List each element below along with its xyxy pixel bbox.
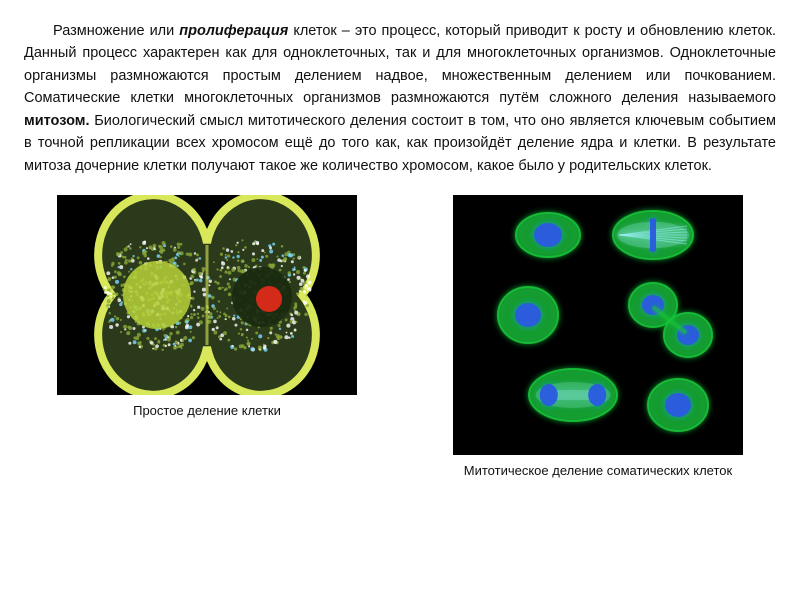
para-body2: Биологический смысл митотического делени… <box>24 113 776 174</box>
mitosis-image <box>453 195 743 455</box>
caption-right: Митотическое деление соматических клеток <box>464 463 732 478</box>
caption-left: Простое деление клетки <box>133 403 281 418</box>
main-paragraph: Размножение или пролиферация клеток – эт… <box>24 20 776 177</box>
figures-row: Простое деление клетки Митотическое деле… <box>24 195 776 478</box>
simple-division-image <box>57 195 357 395</box>
figure-left: Простое деление клетки <box>57 195 357 418</box>
figure-right: Митотическое деление соматических клеток <box>453 195 743 478</box>
para-lead: Размножение или <box>53 23 179 39</box>
para-bold: митозом. <box>24 113 89 129</box>
para-emph: пролиферация <box>179 23 288 39</box>
